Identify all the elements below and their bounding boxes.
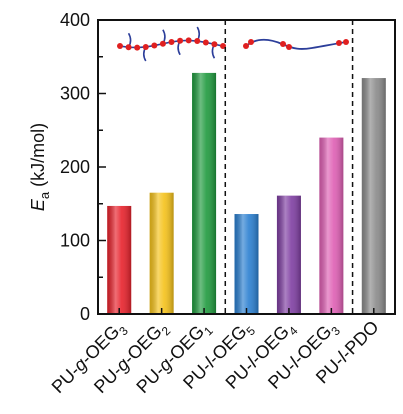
graft-bead [177,37,184,44]
y-tick-label: 100 [60,231,90,251]
linear-chain-icon [243,38,349,50]
bar-2 [149,192,174,314]
y-axis-label-subscript: a [37,191,52,199]
y-axis-label-symbol: E [28,198,48,211]
graft-bead [185,37,192,44]
graft-bead [151,42,158,49]
linear-bead [343,39,349,45]
group-dividers [224,20,354,314]
x-axis: PU-g-OEG3PU-g-OEG2PU-g-OEG1PU-l-OEG5PU-l… [48,308,383,397]
graft-bead [117,43,123,50]
bar-shading [234,214,259,314]
graft-bead [125,44,132,51]
graft-bead [168,38,175,45]
bar-shading [149,192,174,314]
graft-bead [194,38,201,45]
bar-shading [319,137,344,314]
y-axis-label: Ea (kJ/mol) [28,123,52,211]
graft-bead [211,41,218,48]
bars-group [107,72,386,314]
bar-1 [107,205,132,314]
bar-shading [361,78,386,314]
y-tick-label: 300 [60,84,90,104]
graft-bead [202,39,209,46]
bar-4 [234,214,259,314]
linear-bead [336,40,342,46]
linear-bead [248,39,254,45]
linear-bead [243,43,249,49]
graft-chain-icon [117,26,226,62]
graft-bead [142,43,149,50]
bar-shading [276,195,301,314]
bar-shading [192,72,217,314]
y-tick-label: 400 [60,10,90,30]
bar-7 [361,78,386,314]
bar-5 [276,195,301,314]
y-tick-label: 200 [60,157,90,177]
linear-bead [280,41,286,47]
inset-icons [117,26,349,62]
graft-bead [220,43,226,50]
linear-bead [286,44,292,50]
y-axis: 0 100 200 300 400 [60,10,106,324]
bar-shading [107,205,132,314]
graft-bead [134,44,141,51]
y-axis-label-unit: (kJ/mol) [28,123,48,192]
bar-6 [319,137,344,314]
graft-bead [159,40,166,47]
plot-frame [97,19,396,315]
linear-backbone [245,38,347,50]
bar-3 [192,72,217,314]
y-tick-label: 0 [80,304,90,324]
